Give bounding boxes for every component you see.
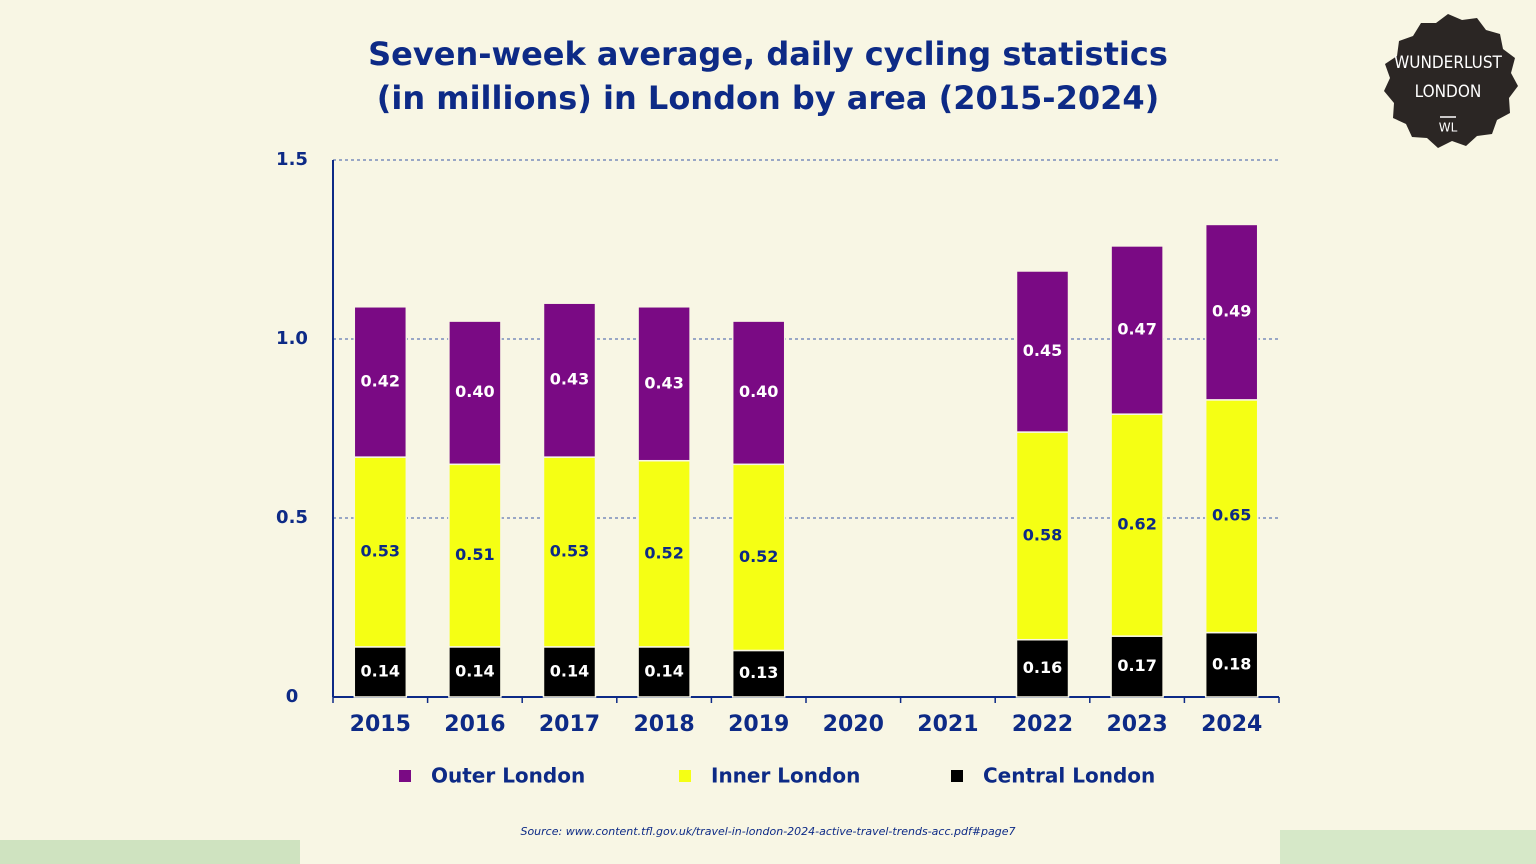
data-label: 0.18 (1212, 654, 1251, 673)
y-tick-label: 1.0 (276, 328, 308, 349)
data-label: 0.43 (550, 370, 589, 389)
data-label: 0.49 (1212, 302, 1251, 321)
ground (1280, 830, 1536, 864)
legend-swatch (679, 770, 691, 782)
data-label: 0.52 (644, 543, 683, 562)
title-line: Seven-week average, daily cycling statis… (368, 35, 1168, 73)
x-tick-label: 2018 (633, 712, 694, 737)
y-tick-label: 0.5 (276, 507, 308, 528)
x-tick-label: 2016 (444, 712, 505, 737)
chart-title: Seven-week average, daily cycling statis… (0, 32, 1536, 120)
logo: WUNDERLUST LONDON WL (1384, 14, 1518, 148)
data-label: 0.14 (644, 661, 683, 680)
bar-segment (542, 456, 597, 648)
data-label: 0.47 (1117, 320, 1156, 339)
bar-segment (448, 646, 502, 698)
logo-text: WUNDERLUST (1394, 53, 1502, 73)
bar-segment (353, 456, 408, 648)
data-label: 0.53 (361, 542, 400, 561)
bar-segment (1204, 223, 1259, 401)
legend-label: Outer London (431, 764, 585, 788)
bar-segment (353, 646, 408, 698)
data-label: 0.40 (739, 382, 778, 401)
ground (0, 840, 300, 864)
legend-label: Central London (983, 764, 1155, 788)
logo-text: WL (1439, 121, 1458, 135)
data-label: 0.16 (1023, 658, 1062, 677)
x-tick-label: 2019 (728, 712, 789, 737)
bar-segment (1015, 270, 1070, 433)
data-label: 0.40 (455, 382, 494, 401)
logo-badge (1384, 14, 1518, 148)
legend-label: Inner London (711, 764, 860, 788)
data-label: 0.62 (1117, 515, 1156, 534)
bar-segment (637, 306, 691, 462)
x-tick-label: 2020 (823, 712, 884, 737)
bar-segment (1204, 631, 1259, 698)
data-label: 0.45 (1023, 341, 1062, 360)
bar-segment (448, 463, 502, 648)
bar-segment (731, 649, 786, 698)
bar-segment (1204, 399, 1259, 634)
x-tick-label: 2023 (1106, 712, 1167, 737)
data-label: 0.17 (1117, 656, 1156, 675)
logo-text: LONDON (1415, 82, 1482, 102)
y-tick-label: 0 (286, 686, 299, 707)
legend-swatch (951, 770, 963, 782)
bar-segment (448, 320, 502, 466)
data-label: 0.51 (455, 545, 494, 564)
data-label: 0.14 (361, 661, 400, 680)
title-line: (in millions) in London by area (2015-20… (376, 79, 1160, 117)
source: Source: www.content.tfl.gov.uk/travel-in… (520, 825, 1016, 838)
x-tick-label: 2015 (350, 712, 411, 737)
bar-segment (542, 646, 597, 698)
data-label: 0.65 (1212, 506, 1251, 525)
legend-swatch (399, 770, 411, 782)
data-label: 0.52 (739, 547, 778, 566)
bar-segment (1110, 635, 1164, 698)
x-tick-label: 2022 (1012, 712, 1073, 737)
bar-segment (1110, 245, 1164, 415)
data-label: 0.13 (739, 663, 778, 682)
data-label: 0.42 (361, 371, 400, 390)
data-label: 0.14 (550, 661, 589, 680)
y-tick-label: 1.5 (276, 149, 308, 170)
bar-segment (353, 306, 408, 458)
data-label: 0.58 (1023, 525, 1062, 544)
bar-segment (731, 320, 786, 466)
x-tick-label: 2024 (1201, 712, 1262, 737)
data-label: 0.53 (550, 542, 589, 561)
data-label: 0.43 (644, 373, 683, 392)
x-tick-label: 2021 (917, 712, 978, 737)
data-label: 0.14 (455, 661, 494, 680)
bar-segment (542, 302, 597, 458)
x-tick-label: 2017 (539, 712, 600, 737)
